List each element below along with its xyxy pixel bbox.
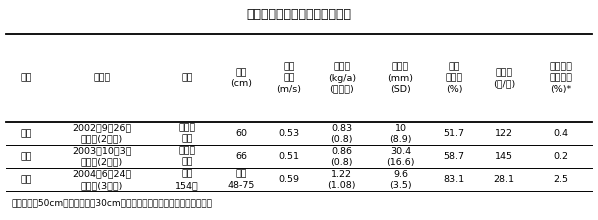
Text: 2003年10月3日
立毛間(2作目): 2003年10月3日 立毛間(2作目): [72, 147, 132, 167]
Text: 0.4: 0.4: [553, 129, 568, 138]
Text: 30.4
(16.6): 30.4 (16.6): [386, 147, 414, 167]
Text: 122: 122: [495, 129, 513, 138]
Text: 大豆: 大豆: [21, 175, 32, 184]
Text: 66: 66: [236, 152, 248, 161]
Text: 条間
(cm): 条間 (cm): [230, 68, 252, 88]
Text: 2002年9月26日
立毛間(2作目): 2002年9月26日 立毛間(2作目): [72, 124, 132, 144]
Text: 51.7: 51.7: [444, 129, 465, 138]
Text: 播種深
(mm)
(SD): 播種深 (mm) (SD): [388, 62, 413, 94]
Text: 60: 60: [236, 129, 248, 138]
Text: 83.1: 83.1: [444, 175, 465, 184]
Text: 0.83
(0.8): 0.83 (0.8): [331, 124, 353, 144]
Text: ネバリ
ゴシ: ネバリ ゴシ: [178, 124, 196, 144]
Text: 表２　開発ユニットの播種性能: 表２ 開発ユニットの播種性能: [246, 8, 352, 21]
Text: 10
(8.9): 10 (8.9): [389, 124, 411, 144]
Text: 作目: 作目: [21, 74, 32, 82]
Text: 播種不良
区間割合
(%)*: 播種不良 区間割合 (%)*: [550, 62, 572, 94]
Text: 小麦: 小麦: [21, 129, 32, 138]
Text: 推定
出芽率
(%): 推定 出芽率 (%): [446, 62, 463, 94]
Text: 東北
154号: 東北 154号: [175, 170, 199, 190]
Text: 出芽数
(本/㎡): 出芽数 (本/㎡): [493, 68, 515, 88]
Text: 145: 145: [495, 152, 513, 161]
Text: 28.1: 28.1: [493, 175, 515, 184]
Text: 小麦: 小麦: [21, 152, 32, 161]
Text: 58.7: 58.7: [444, 152, 465, 161]
Text: 作業
速度
(m/s): 作業 速度 (m/s): [276, 62, 301, 94]
Text: 播種量
(kg/a)
(目標値): 播種量 (kg/a) (目標値): [328, 62, 356, 94]
Text: 不等
48-75: 不等 48-75: [228, 170, 255, 190]
Text: 2.5: 2.5: [553, 175, 568, 184]
Text: ＊：大豆は50cm以上、小麦は30cm以上の欠株区間を播種不良と見なした: ＊：大豆は50cm以上、小麦は30cm以上の欠株区間を播種不良と見なした: [12, 198, 213, 207]
Text: 0.51: 0.51: [278, 152, 300, 161]
Text: 0.86
(0.8): 0.86 (0.8): [331, 147, 353, 167]
Text: 0.2: 0.2: [553, 152, 568, 161]
Text: 2004年6月24日
立毛間(3作目): 2004年6月24日 立毛間(3作目): [72, 170, 132, 190]
Text: 0.53: 0.53: [278, 129, 300, 138]
Text: 品種: 品種: [181, 74, 193, 82]
Text: ネバリ
ゴシ: ネバリ ゴシ: [178, 147, 196, 167]
Text: 9.6
(3.5): 9.6 (3.5): [389, 170, 412, 190]
Text: 播種日: 播種日: [93, 74, 111, 82]
Text: 0.59: 0.59: [278, 175, 300, 184]
Text: 1.22
(1.08): 1.22 (1.08): [328, 170, 356, 190]
